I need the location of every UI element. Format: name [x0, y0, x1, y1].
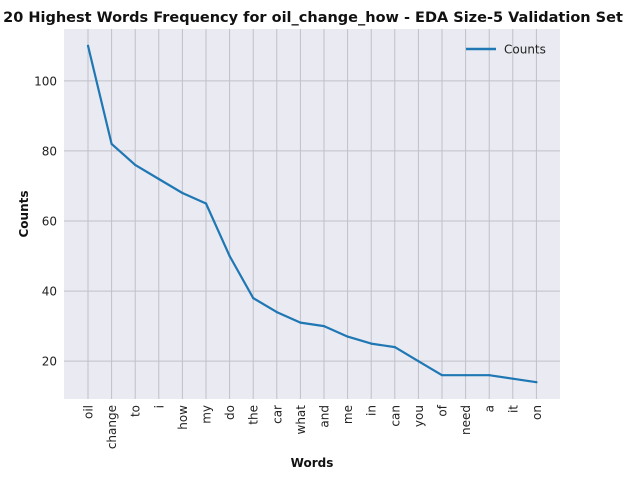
y-axis-label: Counts [17, 190, 31, 237]
x-tick-label: how [176, 405, 190, 430]
legend-label-counts: Counts [504, 43, 546, 57]
y-tick-label: 80 [42, 144, 57, 158]
x-tick-labels: oil change to i how my do the car what and me in can y… [82, 404, 544, 449]
y-tick-label: 40 [42, 285, 57, 299]
x-tick-label: change [105, 405, 119, 449]
x-tick-label: oil [82, 405, 96, 419]
x-tick-label: car [270, 405, 284, 424]
x-tick-label: what [294, 405, 308, 435]
y-tick-label: 60 [42, 215, 57, 229]
x-tick-label: on [530, 405, 544, 420]
x-tick-label: it [506, 405, 520, 413]
x-tick-label: a [483, 405, 497, 412]
data-point [535, 381, 538, 384]
counts-series-line [86, 44, 538, 384]
data-point [393, 346, 396, 349]
data-point [299, 321, 302, 324]
data-point [275, 311, 278, 314]
x-tick-label: i [152, 405, 166, 408]
plot-area [64, 29, 560, 399]
x-tick-label: the [247, 405, 261, 425]
x-tick-label: can [388, 405, 402, 427]
x-tick-label: you [412, 405, 426, 427]
data-point [181, 191, 184, 195]
x-tick-label: to [129, 405, 143, 417]
data-point [322, 325, 326, 328]
data-point [488, 374, 491, 377]
x-tick-label: me [341, 405, 355, 424]
y-tick-label: 20 [42, 355, 57, 369]
data-point [370, 342, 373, 345]
data-point [134, 163, 137, 167]
legend: Counts [466, 43, 546, 57]
data-point [157, 177, 160, 181]
x-axis-label: Words [291, 456, 334, 470]
data-point [252, 296, 255, 300]
data-points [86, 44, 538, 384]
data-point [464, 374, 467, 377]
x-tick-label: my [200, 405, 214, 424]
data-point [228, 254, 231, 258]
x-tick-label: and [318, 405, 332, 428]
data-point [346, 335, 349, 338]
x-tick-label: of [436, 404, 450, 416]
data-point [204, 202, 208, 205]
y-gridlines [64, 80, 560, 362]
data-point [511, 377, 514, 380]
data-point [86, 44, 90, 47]
x-tick-label: in [365, 405, 379, 416]
data-point [417, 360, 420, 363]
x-gridlines [87, 29, 537, 399]
data-point [110, 142, 113, 146]
data-point [440, 374, 444, 377]
x-tick-label: need [459, 405, 473, 435]
y-tick-label: 100 [34, 74, 57, 88]
y-tick-labels: 20 40 60 80 100 [34, 74, 57, 368]
x-tick-label: do [223, 405, 237, 420]
chart-title: 20 Highest Words Frequency for oil_chang… [3, 10, 623, 26]
